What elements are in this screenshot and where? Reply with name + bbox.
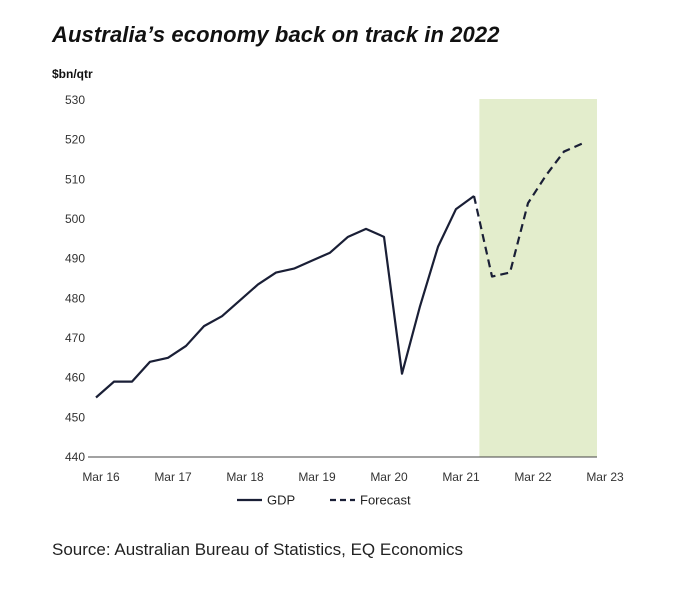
y-tick-label: 450 (65, 410, 85, 424)
y-tick-label: 510 (65, 172, 85, 186)
x-tick-label: Mar 17 (154, 470, 192, 484)
x-tick-label: Mar 20 (370, 470, 408, 484)
x-tick-label: Mar 22 (514, 470, 552, 484)
forecast-shading-layer (479, 99, 597, 457)
chart-title: Australia’s economy back on track in 202… (52, 22, 500, 47)
y-tick-label: 520 (65, 133, 85, 147)
source-note: Source: Australian Bureau of Statistics,… (52, 540, 464, 559)
x-tick-label: Mar 18 (226, 470, 264, 484)
x-tick-labels: Mar 16 Mar 17 Mar 18 Mar 19 Mar 20 Mar 21 Mar … (82, 470, 624, 484)
x-tick-label: Mar 21 (442, 470, 480, 484)
x-tick-label: Mar 23 (586, 470, 624, 484)
y-tick-label: 440 (65, 450, 85, 464)
forecast-shading (479, 99, 597, 457)
series-layer (95, 142, 583, 399)
series-line-gdp (95, 195, 475, 399)
y-tick-label: 480 (65, 291, 85, 305)
y-tick-label: 530 (65, 93, 85, 107)
series-line-forecast (472, 142, 583, 278)
y-tick-label: 500 (65, 212, 85, 226)
y-tick-label: 470 (65, 331, 85, 345)
y-tick-label: 460 (65, 371, 85, 385)
y-tick-label: 490 (65, 252, 85, 266)
y-tick-labels: 440 450 460 470 480 490 500 510 520 530 (65, 93, 85, 464)
x-tick-label: Mar 16 (82, 470, 120, 484)
y-axis-unit-label: $bn/qtr (52, 67, 93, 81)
legend: GDP Forecast (237, 493, 411, 508)
legend-label-gdp: GDP (267, 493, 295, 508)
x-tick-label: Mar 19 (298, 470, 336, 484)
legend-label-forecast: Forecast (360, 493, 411, 508)
